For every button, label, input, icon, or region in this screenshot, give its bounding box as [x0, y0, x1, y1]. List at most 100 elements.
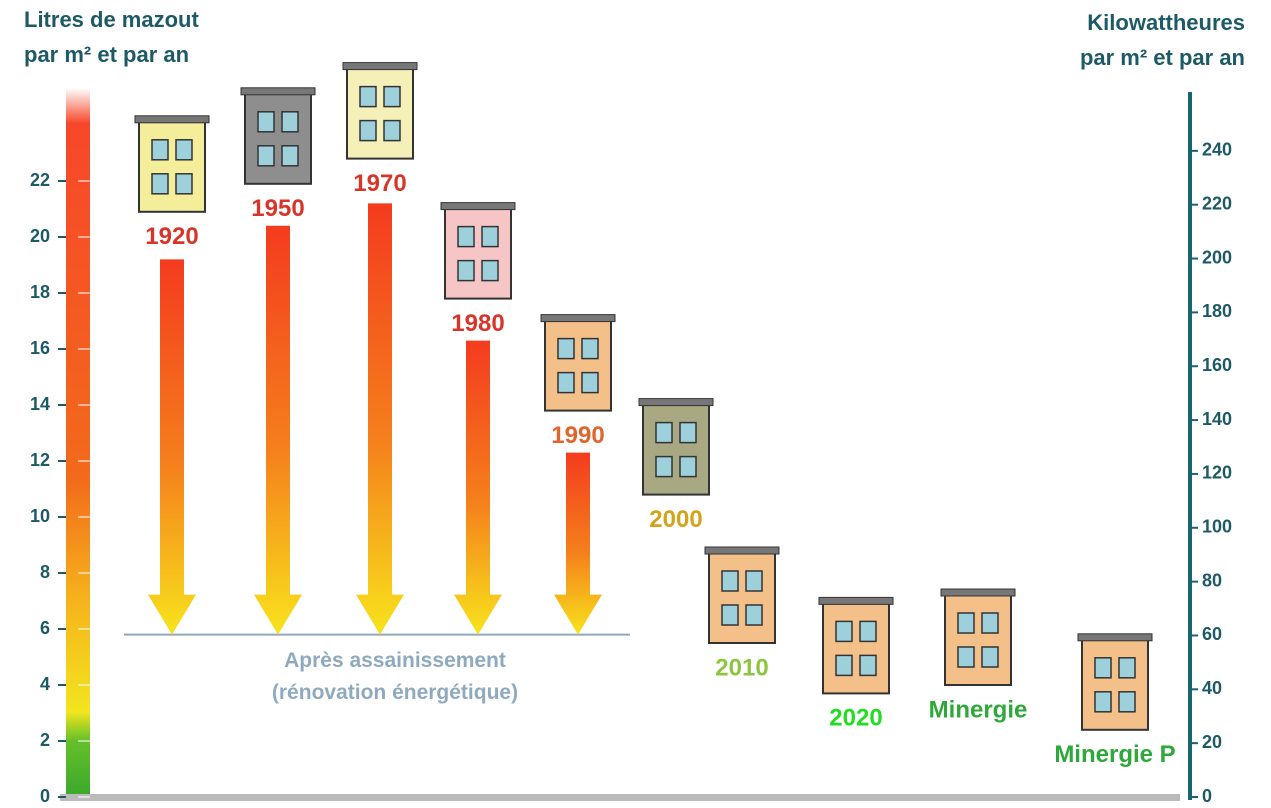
- y2-tick-label: 140: [1202, 409, 1232, 429]
- window: [981, 612, 999, 634]
- window: [1118, 657, 1136, 679]
- category-label: 1980: [451, 310, 504, 337]
- window: [281, 111, 299, 133]
- building: [638, 398, 714, 496]
- building: [134, 115, 210, 213]
- y2-axis-title: par m² et par an: [1080, 45, 1245, 70]
- building-roof: [134, 115, 210, 124]
- building-roof: [940, 588, 1016, 597]
- window: [383, 85, 401, 108]
- window: [457, 259, 475, 282]
- category-label: 2000: [649, 506, 702, 533]
- window: [457, 225, 475, 248]
- building-roof: [818, 596, 894, 605]
- baseline: [60, 794, 1180, 801]
- window: [481, 225, 499, 248]
- window: [655, 421, 673, 444]
- category-label: 1970: [353, 170, 406, 197]
- window: [481, 259, 499, 282]
- category-label: Minergie: [929, 696, 1028, 723]
- building-roof: [440, 202, 516, 211]
- category-label: 2020: [829, 705, 882, 732]
- building: [1077, 633, 1153, 731]
- building-roof: [704, 546, 780, 555]
- window: [557, 337, 575, 360]
- building-body: [444, 207, 512, 300]
- y-axis-title: par m² et par an: [24, 42, 189, 67]
- building-roof: [638, 398, 714, 407]
- y-tick-label: 18: [30, 282, 50, 302]
- building-body: [822, 602, 890, 695]
- building: [940, 588, 1016, 686]
- building-body: [138, 120, 206, 213]
- y-tick-label: 16: [30, 338, 50, 358]
- y2-tick-label: 100: [1202, 517, 1232, 537]
- window: [281, 145, 299, 167]
- y-tick-label: 14: [30, 394, 50, 414]
- category-label: 2010: [715, 654, 768, 681]
- y-tick-label: 4: [40, 674, 50, 694]
- building-roof: [342, 62, 418, 71]
- building: [440, 202, 516, 300]
- y2-axis-title: Kilowattheures: [1087, 10, 1245, 35]
- building: [818, 596, 894, 695]
- window: [745, 604, 763, 626]
- building-roof: [240, 87, 316, 96]
- window: [581, 371, 599, 394]
- building-roof: [540, 314, 616, 323]
- window: [175, 139, 193, 161]
- y-tick-label: 6: [40, 618, 50, 638]
- window: [1094, 657, 1112, 679]
- window: [175, 173, 193, 195]
- building: [342, 62, 418, 160]
- window: [655, 455, 673, 478]
- window: [721, 604, 739, 626]
- building-body: [708, 552, 776, 644]
- window: [359, 119, 377, 142]
- y2-tick-label: 20: [1202, 732, 1222, 752]
- building: [540, 314, 616, 412]
- arrow: [356, 203, 404, 635]
- y-tick-label: 0: [40, 786, 50, 803]
- arrow: [454, 340, 502, 635]
- arrow: [554, 452, 602, 635]
- window: [859, 654, 877, 677]
- window: [581, 337, 599, 360]
- scale-bar: [66, 88, 90, 797]
- building-body: [544, 319, 612, 412]
- y-tick-label: 22: [30, 170, 50, 190]
- window: [257, 111, 275, 133]
- window: [1094, 691, 1112, 713]
- category-label: 1950: [251, 195, 304, 222]
- y2-tick-label: 120: [1202, 463, 1232, 483]
- y2-tick-label: 60: [1202, 624, 1222, 644]
- annotation: (rénovation énergétique): [272, 681, 518, 704]
- window: [721, 570, 739, 592]
- building-body: [642, 403, 710, 496]
- y2-tick-label: 180: [1202, 301, 1232, 321]
- window: [151, 139, 169, 161]
- building: [240, 87, 316, 185]
- window: [835, 654, 853, 677]
- y2-tick-label: 40: [1202, 678, 1222, 698]
- category-label: Minergie P: [1054, 741, 1175, 768]
- y2-tick-label: 220: [1202, 193, 1232, 213]
- window: [957, 646, 975, 668]
- window: [835, 620, 853, 643]
- y2-tick-label: 0: [1202, 786, 1212, 803]
- y2-tick-label: 80: [1202, 570, 1222, 590]
- window: [679, 421, 697, 444]
- window: [359, 85, 377, 108]
- window: [151, 173, 169, 195]
- category-label: 1990: [551, 422, 604, 449]
- window: [859, 620, 877, 643]
- y-tick-label: 10: [30, 506, 50, 526]
- building-roof: [1077, 633, 1153, 642]
- window: [745, 570, 763, 592]
- y2-tick-label: 200: [1202, 247, 1232, 267]
- window: [1118, 691, 1136, 713]
- window: [557, 371, 575, 394]
- y-tick-label: 12: [30, 450, 50, 470]
- y-tick-label: 2: [40, 730, 50, 750]
